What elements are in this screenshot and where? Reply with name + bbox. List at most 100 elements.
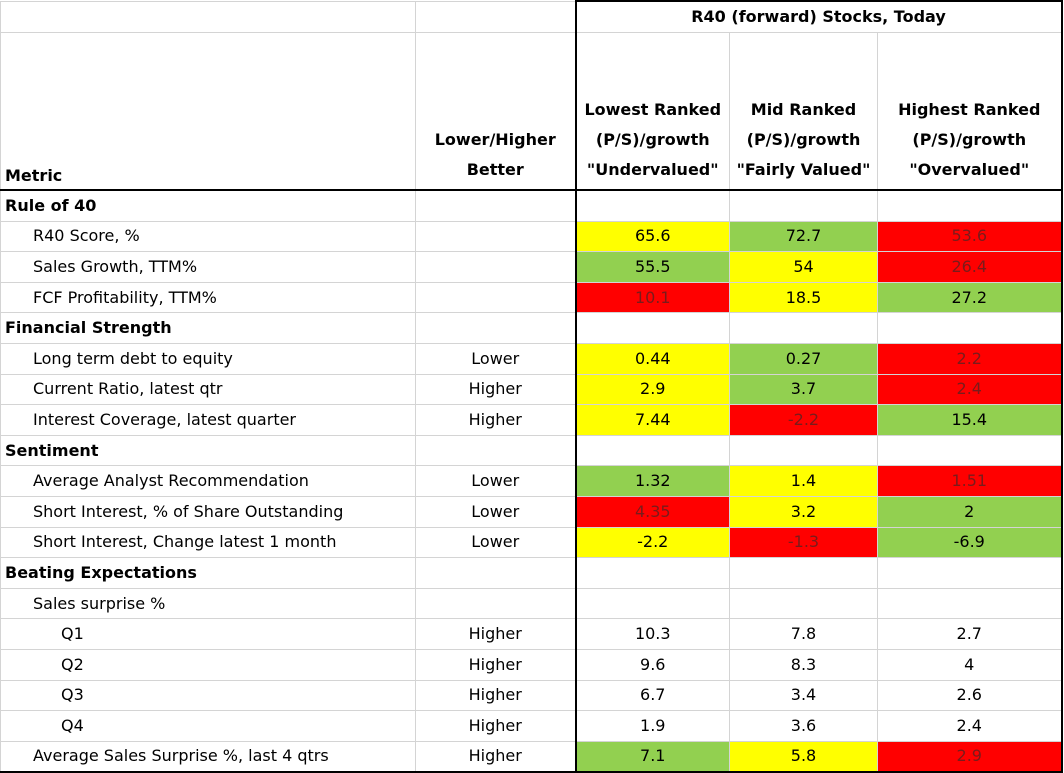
mid-ranked-value: 3.6 — [729, 710, 878, 742]
highest-ranked-value: 2.4 — [877, 710, 1063, 742]
lowest-ranked-value: -2.2 — [574, 526, 730, 559]
highest-header-line2: (P/S)/growth — [912, 130, 1027, 149]
lower-higher-header: Lower/Higher Better — [415, 32, 576, 191]
metric-label: Short Interest, % of Share Outstanding — [0, 495, 416, 528]
lower-higher-header-line1: Lower/Higher — [434, 130, 556, 149]
metric-label: Sales Growth, TTM% — [0, 251, 416, 283]
table-row: Short Interest, Change latest 1 month Low… — [0, 526, 1063, 559]
highest-ranked-value: 53.6 — [877, 220, 1063, 253]
table-row: Interest Coverage, latest quarter Higher 7… — [0, 404, 1063, 436]
metric-label: Average Analyst Recommendation — [0, 465, 416, 497]
highest-ranked-value: 26.4 — [877, 251, 1063, 283]
mid-ranked-value: 5.8 — [729, 740, 878, 773]
table-row: Average Analyst Recommendation Lower 1.32 1… — [0, 465, 1063, 497]
lowest-ranked-value: 4.35 — [574, 495, 730, 528]
mid-ranked-value: -1.3 — [729, 526, 878, 559]
mid-ranked-value — [729, 189, 878, 222]
mid-ranked-value: 54 — [729, 251, 878, 283]
highest-ranked-value: 15.4 — [877, 404, 1063, 436]
metric-label: Q3 — [0, 679, 416, 712]
metric-label: Interest Coverage, latest quarter — [0, 404, 416, 436]
group-header-label: R40 (forward) Stocks, Today — [691, 7, 946, 26]
highest-ranked-value: 1.51 — [877, 465, 1063, 497]
metric-label: Current Ratio, latest qtr — [0, 373, 416, 406]
mid-ranked-value: 0.27 — [729, 342, 878, 375]
highest-ranked-value: 2 — [877, 495, 1063, 528]
highest-ranked-value — [877, 312, 1063, 344]
metric-label: Q4 — [0, 710, 416, 742]
highest-ranked-value — [877, 189, 1063, 222]
table-row: Sales Growth, TTM% 55.5 54 26.4 — [0, 251, 1063, 283]
lowest-ranked-value: 7.44 — [574, 404, 730, 436]
lower-higher-cell — [415, 220, 576, 253]
section-row: Rule of 40 — [0, 189, 1063, 222]
mid-ranked-header: Mid Ranked (P/S)/growth "Fairly Valued" — [729, 32, 878, 191]
mid-header-line1: Mid Ranked — [750, 100, 857, 119]
lower-higher-cell — [415, 434, 576, 467]
lowest-header-line2: (P/S)/growth — [595, 130, 710, 149]
lower-higher-cell: Higher — [415, 679, 576, 712]
lowest-ranked-value: 7.1 — [574, 740, 730, 773]
section-label: Beating Expectations — [0, 557, 416, 589]
lower-higher-cell: Higher — [415, 618, 576, 650]
table-row: FCF Profitability, TTM% 10.1 18.5 27.2 — [0, 281, 1063, 314]
lowest-ranked-value: 1.9 — [574, 710, 730, 742]
lowest-ranked-value — [574, 557, 730, 589]
lower-higher-cell — [415, 312, 576, 344]
mid-header-line2: (P/S)/growth — [746, 130, 861, 149]
metric-label: FCF Profitability, TTM% — [0, 281, 416, 314]
lowest-ranked-value: 10.3 — [574, 618, 730, 650]
blank-cell — [0, 0, 416, 33]
highest-ranked-value: -6.9 — [877, 526, 1063, 559]
lowest-header-line3: "Undervalued" — [586, 160, 719, 179]
lowest-ranked-value — [574, 587, 730, 620]
metric-header: Metric — [0, 32, 416, 191]
table-row: Q1 Higher 10.3 7.8 2.7 — [0, 618, 1063, 650]
mid-ranked-value: 8.3 — [729, 648, 878, 681]
metric-label: Q1 — [0, 618, 416, 650]
lower-higher-cell: Lower — [415, 342, 576, 375]
highest-ranked-value — [877, 434, 1063, 467]
lowest-ranked-value: 0.44 — [574, 342, 730, 375]
lower-higher-cell — [415, 189, 576, 222]
lowest-ranked-value: 9.6 — [574, 648, 730, 681]
mid-header-line3: "Fairly Valued" — [736, 160, 871, 179]
mid-ranked-value: 72.7 — [729, 220, 878, 253]
metric-label: Average Sales Surprise %, last 4 qtrs — [0, 740, 416, 773]
lowest-ranked-value — [574, 312, 730, 344]
mid-ranked-value: 7.8 — [729, 618, 878, 650]
lower-higher-cell: Higher — [415, 404, 576, 436]
lower-higher-cell — [415, 587, 576, 620]
table-row: Sales surprise % — [0, 587, 1063, 620]
mid-ranked-value: -2.2 — [729, 404, 878, 436]
table-row: Long term debt to equity Lower 0.44 0.27 2.2 — [0, 342, 1063, 375]
lowest-ranked-value: 10.1 — [574, 281, 730, 314]
lowest-ranked-value — [574, 189, 730, 222]
highest-ranked-value: 2.7 — [877, 618, 1063, 650]
table-row: Q2 Higher 9.6 8.3 4 — [0, 648, 1063, 681]
highest-ranked-value — [877, 557, 1063, 589]
mid-ranked-value: 3.4 — [729, 679, 878, 712]
metric-label: Sales surprise % — [0, 587, 416, 620]
section-row: Sentiment — [0, 434, 1063, 467]
highest-ranked-value: 2.4 — [877, 373, 1063, 406]
lowest-ranked-value: 1.32 — [574, 465, 730, 497]
lowest-ranked-value — [574, 434, 730, 467]
blank-cell — [415, 0, 576, 33]
table-row: R40 Score, % 65.6 72.7 53.6 — [0, 220, 1063, 253]
section-label: Financial Strength — [0, 312, 416, 344]
highest-ranked-value: 27.2 — [877, 281, 1063, 314]
highest-header-line1: Highest Ranked — [898, 100, 1041, 119]
mid-ranked-value — [729, 557, 878, 589]
lower-higher-cell — [415, 251, 576, 283]
table-row: Average Sales Surprise %, last 4 qtrs Hig… — [0, 740, 1063, 773]
lowest-ranked-value: 65.6 — [574, 220, 730, 253]
lower-higher-cell: Lower — [415, 526, 576, 559]
lower-higher-cell: Higher — [415, 740, 576, 773]
section-row: Beating Expectations — [0, 557, 1063, 589]
mid-ranked-value — [729, 434, 878, 467]
highest-ranked-value: 2.6 — [877, 679, 1063, 712]
lowest-ranked-header: Lowest Ranked (P/S)/growth "Undervalued" — [574, 32, 730, 191]
mid-ranked-value: 18.5 — [729, 281, 878, 314]
